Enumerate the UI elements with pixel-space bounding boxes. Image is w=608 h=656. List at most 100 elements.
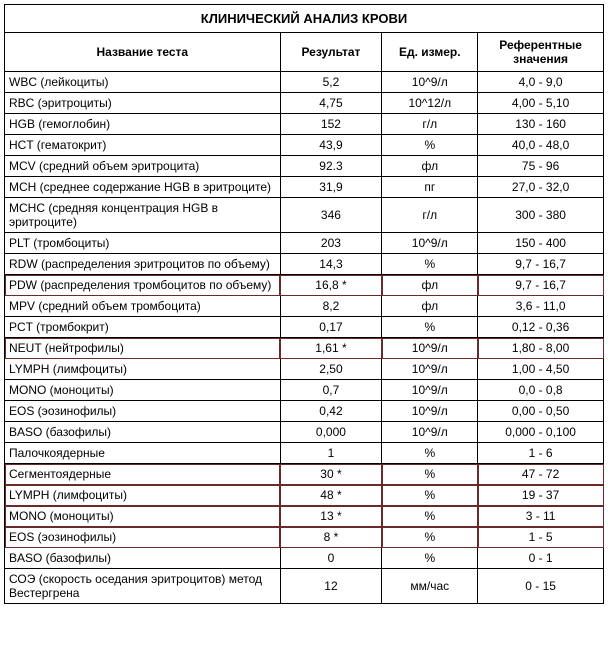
table-row: BASO (базофилы)0,00010^9/л0,000 - 0,100 bbox=[5, 422, 604, 443]
table-row: RDW (распределения эритроцитов по объему… bbox=[5, 254, 604, 275]
cell-unit: фл bbox=[382, 156, 478, 177]
cell-name: LYMPH (лимфоциты) bbox=[5, 485, 281, 506]
cell-unit: % bbox=[382, 527, 478, 548]
cell-ref: 4,00 - 5,10 bbox=[478, 93, 604, 114]
cell-ref: 9,7 - 16,7 bbox=[478, 275, 604, 296]
cell-result: 92.3 bbox=[280, 156, 382, 177]
table-row: Сегментоядерные30 *%47 - 72 bbox=[5, 464, 604, 485]
cell-unit: 10^12/л bbox=[382, 93, 478, 114]
table-row: MONO (моноциты)0,710^9/л0,0 - 0,8 bbox=[5, 380, 604, 401]
cell-ref: 27,0 - 32,0 bbox=[478, 177, 604, 198]
cell-ref: 1,80 - 8,00 bbox=[478, 338, 604, 359]
table-row: PDW (распределения тромбоцитов по объему… bbox=[5, 275, 604, 296]
cell-unit: 10^9/л bbox=[382, 338, 478, 359]
cell-result: 0,7 bbox=[280, 380, 382, 401]
table-row: NEUT (нейтрофилы)1,61 *10^9/л1,80 - 8,00 bbox=[5, 338, 604, 359]
cell-unit: % bbox=[382, 254, 478, 275]
cell-ref: 0,000 - 0,100 bbox=[478, 422, 604, 443]
cell-unit: г/л bbox=[382, 114, 478, 135]
cell-result: 0 bbox=[280, 548, 382, 569]
table-row: MCH (среднее содержание HGB в эритроците… bbox=[5, 177, 604, 198]
cell-unit: 10^9/л bbox=[382, 380, 478, 401]
cell-name: Палочкоядерные bbox=[5, 443, 281, 464]
col-name-header: Название теста bbox=[5, 33, 281, 72]
cell-ref: 300 - 380 bbox=[478, 198, 604, 233]
table-body: WBC (лейкоциты)5,210^9/л4,0 - 9,0RBC (эр… bbox=[5, 72, 604, 604]
table-row: MONO (моноциты)13 *%3 - 11 bbox=[5, 506, 604, 527]
cell-result: 16,8 * bbox=[280, 275, 382, 296]
cell-name: MONO (моноциты) bbox=[5, 506, 281, 527]
cell-result: 48 * bbox=[280, 485, 382, 506]
cell-unit: 10^9/л bbox=[382, 72, 478, 93]
cell-unit: % bbox=[382, 464, 478, 485]
table-row: RBC (эритроциты)4,7510^12/л4,00 - 5,10 bbox=[5, 93, 604, 114]
cell-ref: 3 - 11 bbox=[478, 506, 604, 527]
table-row: EOS (эозинофилы)8 *%1 - 5 bbox=[5, 527, 604, 548]
cell-unit: мм/час bbox=[382, 569, 478, 604]
cell-result: 0,42 bbox=[280, 401, 382, 422]
cell-unit: % bbox=[382, 135, 478, 156]
cell-name: HGB (гемоглобин) bbox=[5, 114, 281, 135]
cell-ref: 0 - 1 bbox=[478, 548, 604, 569]
cell-name: NEUT (нейтрофилы) bbox=[5, 338, 281, 359]
cell-name: EOS (эозинофилы) bbox=[5, 527, 281, 548]
table-row: MCHC (средняя концентрация HGB в эритроц… bbox=[5, 198, 604, 233]
cell-name: MPV (средний объем тромбоцита) bbox=[5, 296, 281, 317]
cell-result: 1,61 * bbox=[280, 338, 382, 359]
table-row: BASO (базофилы)0%0 - 1 bbox=[5, 548, 604, 569]
cell-ref: 1,00 - 4,50 bbox=[478, 359, 604, 380]
cell-ref: 130 - 160 bbox=[478, 114, 604, 135]
cbc-table: КЛИНИЧЕСКИЙ АНАЛИЗ КРОВИ Название теста … bbox=[4, 4, 604, 604]
cell-result: 1 bbox=[280, 443, 382, 464]
cell-ref: 150 - 400 bbox=[478, 233, 604, 254]
cell-result: 346 bbox=[280, 198, 382, 233]
cell-ref: 47 - 72 bbox=[478, 464, 604, 485]
cell-result: 0,000 bbox=[280, 422, 382, 443]
cell-unit: фл bbox=[382, 296, 478, 317]
cell-name: PDW (распределения тромбоцитов по объему… bbox=[5, 275, 281, 296]
cell-result: 12 bbox=[280, 569, 382, 604]
table-row: MCV (средний объем эритроцита)92.3фл75 -… bbox=[5, 156, 604, 177]
cell-unit: 10^9/л bbox=[382, 422, 478, 443]
cell-unit: % bbox=[382, 548, 478, 569]
cell-name: EOS (эозинофилы) bbox=[5, 401, 281, 422]
table-row: PLT (тромбоциты)20310^9/л150 - 400 bbox=[5, 233, 604, 254]
cell-unit: % bbox=[382, 485, 478, 506]
table-row: WBC (лейкоциты)5,210^9/л4,0 - 9,0 bbox=[5, 72, 604, 93]
table-row: MPV (средний объем тромбоцита)8,2фл3,6 -… bbox=[5, 296, 604, 317]
cell-ref: 40,0 - 48,0 bbox=[478, 135, 604, 156]
cell-name: BASO (базофилы) bbox=[5, 548, 281, 569]
cell-name: PLT (тромбоциты) bbox=[5, 233, 281, 254]
col-result-header: Результат bbox=[280, 33, 382, 72]
cell-ref: 75 - 96 bbox=[478, 156, 604, 177]
cell-result: 2,50 bbox=[280, 359, 382, 380]
cell-name: PCT (тромбокрит) bbox=[5, 317, 281, 338]
table-row: HCT (гематокрит)43,9%40,0 - 48,0 bbox=[5, 135, 604, 156]
col-ref-header: Референтные значения bbox=[478, 33, 604, 72]
cell-result: 13 * bbox=[280, 506, 382, 527]
cell-result: 8,2 bbox=[280, 296, 382, 317]
table-row: PCT (тромбокрит)0,17%0,12 - 0,36 bbox=[5, 317, 604, 338]
cell-result: 31,9 bbox=[280, 177, 382, 198]
cell-result: 203 bbox=[280, 233, 382, 254]
table-row: HGB (гемоглобин)152г/л130 - 160 bbox=[5, 114, 604, 135]
table-row: СОЭ (скорость оседания эритроцитов) мето… bbox=[5, 569, 604, 604]
cell-name: MCV (средний объем эритроцита) bbox=[5, 156, 281, 177]
table-row: LYMPH (лимфоциты)2,5010^9/л1,00 - 4,50 bbox=[5, 359, 604, 380]
cell-name: MCHC (средняя концентрация HGB в эритроц… bbox=[5, 198, 281, 233]
cell-name: Сегментоядерные bbox=[5, 464, 281, 485]
cell-name: MONO (моноциты) bbox=[5, 380, 281, 401]
table-row: Палочкоядерные1%1 - 6 bbox=[5, 443, 604, 464]
cell-unit: % bbox=[382, 506, 478, 527]
cell-result: 0,17 bbox=[280, 317, 382, 338]
cell-name: RBC (эритроциты) bbox=[5, 93, 281, 114]
col-unit-header: Ед. измер. bbox=[382, 33, 478, 72]
cell-result: 4,75 bbox=[280, 93, 382, 114]
cell-ref: 3,6 - 11,0 bbox=[478, 296, 604, 317]
cell-name: СОЭ (скорость оседания эритроцитов) мето… bbox=[5, 569, 281, 604]
cell-ref: 0,00 - 0,50 bbox=[478, 401, 604, 422]
cell-ref: 4,0 - 9,0 bbox=[478, 72, 604, 93]
cell-unit: пг bbox=[382, 177, 478, 198]
cell-name: WBC (лейкоциты) bbox=[5, 72, 281, 93]
table-row: EOS (эозинофилы)0,4210^9/л0,00 - 0,50 bbox=[5, 401, 604, 422]
